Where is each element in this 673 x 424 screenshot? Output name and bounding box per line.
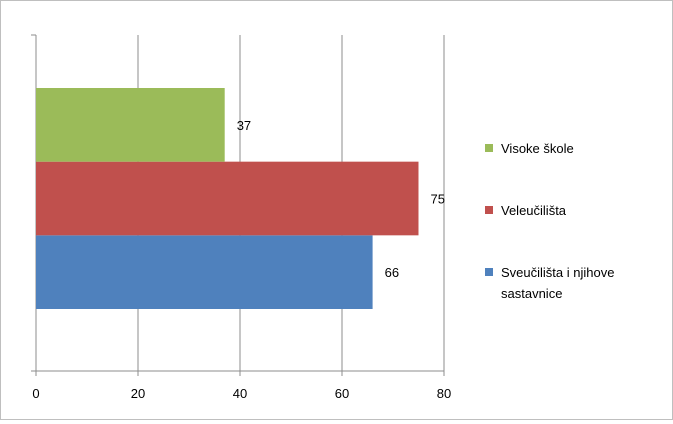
legend-label-visoke-kole: Visoke škole [501, 141, 574, 156]
legend-swatch-veleu-ili-ta [485, 206, 493, 214]
legend-label-sveu-ili-ta-i-njihove-sastavnice-line2: sastavnice [501, 286, 562, 301]
legend-swatch-visoke-kole [485, 144, 493, 152]
legend-swatch-sveu-ili-ta-i-njihove-sastavnice [485, 268, 493, 276]
x-tick-labels: 0 20 40 60 80 [32, 386, 451, 401]
data-label-sveu-ili-ta-i-njihove-sastavnice: 66 [385, 265, 399, 280]
legend-item-veleu-ili-ta: Veleučilišta [485, 203, 567, 218]
bar-sveu-ili-ta-i-njihove-sastavnice [36, 235, 373, 309]
x-tick-label-80: 80 [437, 386, 451, 401]
legend-label-veleu-ili-ta: Veleučilišta [501, 203, 567, 218]
bar-visoke-kole [36, 88, 225, 162]
bars [36, 88, 419, 309]
legend: Visoke škole Veleučilišta Sveučilišta i nj… [485, 141, 614, 301]
legend-label-sveu-ili-ta-i-njihove-sastavnice: Sveučilišta i njihove [501, 265, 614, 280]
data-label-veleu-ili-ta: 75 [431, 192, 445, 207]
legend-item-visoke-kole: Visoke škole [485, 141, 574, 156]
x-tick-label-20: 20 [131, 386, 145, 401]
data-labels: 66 75 37 [237, 118, 445, 280]
axes [31, 34, 445, 376]
x-tick-label-0: 0 [32, 386, 39, 401]
x-tick-label-60: 60 [335, 386, 349, 401]
bar-veleu-ili-ta [36, 161, 419, 236]
x-tick-label-40: 40 [233, 386, 247, 401]
legend-item-sveu-ili-ta-i-njihove-sastavnice: Sveučilišta i njihove sastavnice [485, 265, 614, 301]
data-label-visoke-kole: 37 [237, 118, 251, 133]
